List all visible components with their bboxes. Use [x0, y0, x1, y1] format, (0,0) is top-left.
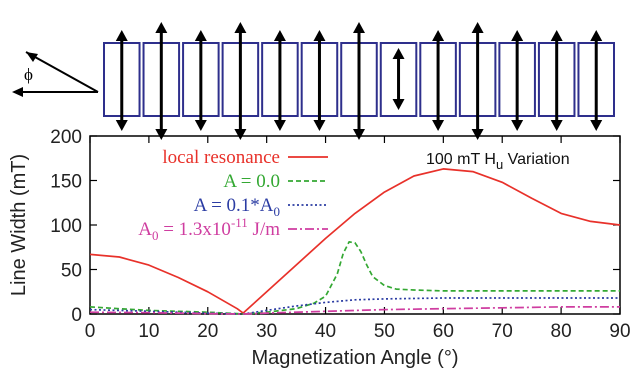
- phi-symbol: ϕ: [24, 65, 33, 84]
- magnetization-arrow-icon: [194, 30, 207, 131]
- magnetization-arrow-icon: [471, 22, 484, 140]
- x-tick-label: 70: [492, 321, 513, 342]
- x-tick-label: 20: [197, 321, 218, 342]
- x-tick-label: 90: [609, 321, 630, 342]
- magnetization-arrow-icon: [590, 30, 603, 131]
- series-line-1: [89, 168, 621, 314]
- x-tick-label: 30: [256, 321, 277, 342]
- plot-area: 0 10 20 30 40 50 60 70 80 90 0 50 100 150 200 local re…: [50, 127, 630, 342]
- series-line-4: [89, 306, 620, 315]
- magnet-cell: [379, 42, 418, 117]
- magnetization-arrow-icon: [511, 30, 524, 131]
- x-tick-label: 50: [374, 321, 395, 342]
- legend-label-2: A = 0.0: [223, 171, 280, 192]
- x-tick-label: 60: [433, 321, 454, 342]
- axis-ticks: 0 10 20 30 40 50 60 70 80 90 0 50 100 150 200: [50, 127, 630, 342]
- magnetization-arrow-icon: [273, 30, 286, 131]
- y-tick-label: 100: [50, 216, 82, 237]
- series-line-3: [89, 297, 620, 315]
- magnetization-arrow-icon: [155, 22, 168, 140]
- y-tick-label: 150: [50, 172, 82, 193]
- magnetization-arrow-icon: [353, 22, 365, 140]
- magnetization-arrow-icon: [550, 30, 563, 131]
- y-tick-label: 0: [71, 305, 82, 326]
- magnetization-arrow-icon: [432, 30, 445, 131]
- x-tick-label: 40: [315, 321, 336, 342]
- legend-label-3: A = 0.1*A0: [194, 195, 280, 219]
- magnetization-arrow-icon: [115, 30, 128, 131]
- x-tick-label: 10: [138, 321, 159, 342]
- magnetization-arrow-icon: [392, 48, 405, 110]
- magnet-array-diagram: [103, 22, 616, 140]
- legend-label-4: A0 = 1.3x10-11 J/m: [138, 215, 280, 243]
- series-lines: [89, 168, 621, 315]
- x-axis-label: Magnetization Angle (°): [251, 347, 458, 369]
- phi-angle-indicator: ϕ: [12, 51, 99, 97]
- y-tick-label: 200: [50, 127, 82, 148]
- magnetization-arrow-icon: [313, 30, 326, 131]
- x-tick-label: 0: [85, 321, 96, 342]
- legend-label-1: local resonance: [162, 147, 280, 168]
- variation-annotation: 100 mT Hu Variation: [426, 151, 570, 172]
- x-tick-label: 80: [551, 321, 572, 342]
- y-axis-label: Line Width (mT): [8, 154, 30, 296]
- magnetization-arrow-icon: [234, 22, 247, 140]
- series-line-2: [89, 241, 620, 315]
- y-tick-label: 50: [61, 261, 82, 282]
